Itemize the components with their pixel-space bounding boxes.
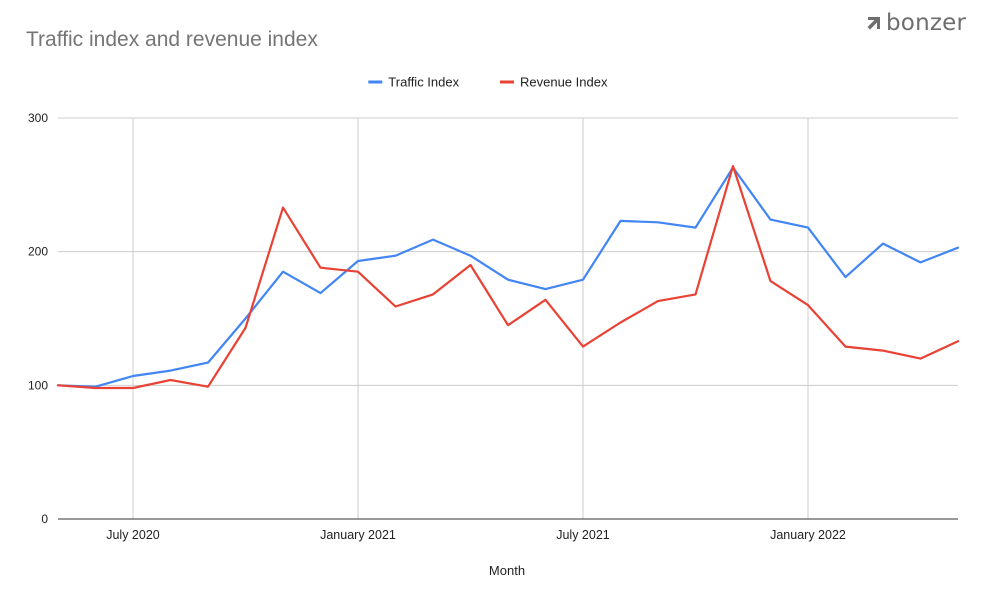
x-tick-label: January 2022 [770,528,846,542]
grid [58,117,958,519]
series-line-traffic-index [56,166,960,388]
series-layer [56,165,960,390]
axes: 0 100 200 300 July 2020 January 2021 July 2021… [28,111,958,542]
legend: Traffic Index Revenue Index [368,75,608,90]
y-tick-label: 0 [41,512,48,526]
logo-text: bonzer [886,10,967,36]
x-tick-label: July 2021 [556,528,610,542]
y-tick-label: 200 [28,245,48,259]
bonzer-arrow-icon [867,17,880,30]
x-axis-label: Month [489,563,525,578]
bonzer-logo: bonzer [866,10,966,36]
legend-label: Traffic Index [388,75,459,90]
chart-title: Traffic index and revenue index [26,28,318,51]
y-tick-label: 100 [28,378,48,392]
y-tick-label: 300 [28,111,48,125]
series-line-revenue-index [56,165,960,390]
legend-label: Revenue Index [520,75,608,90]
x-tick-label: July 2020 [106,528,160,542]
x-tick-label: January 2021 [320,528,396,542]
